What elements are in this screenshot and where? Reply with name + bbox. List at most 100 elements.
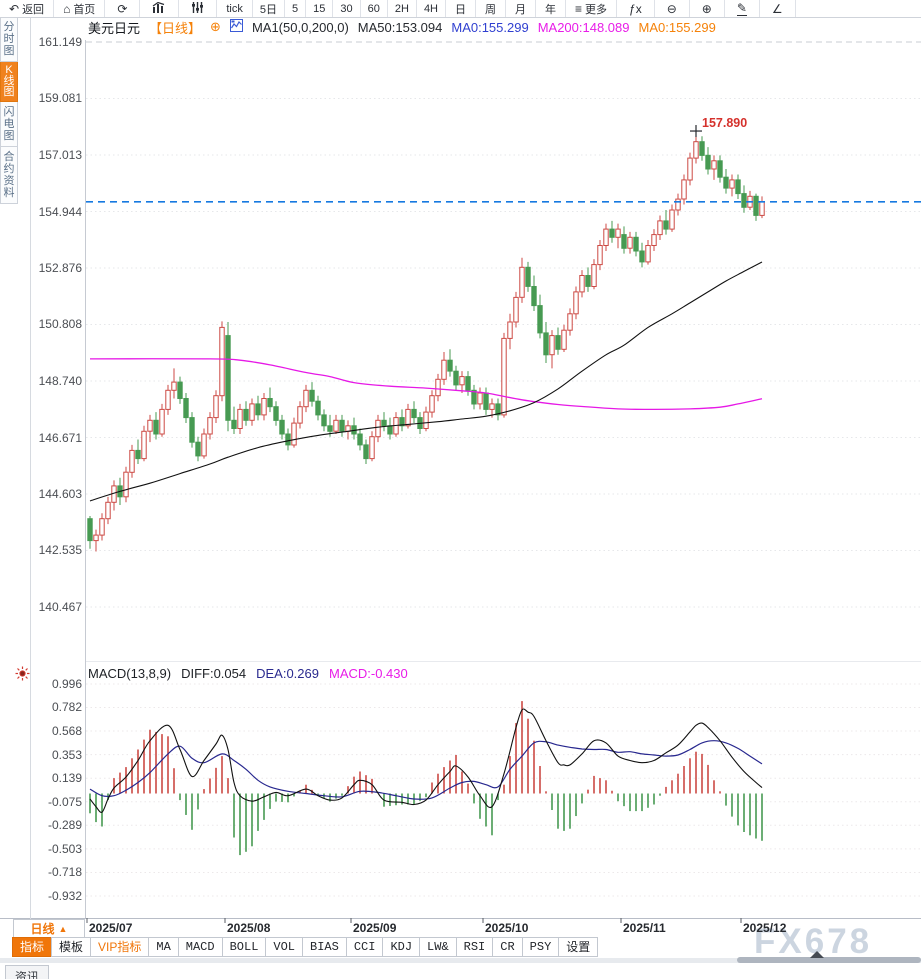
macd-diff-value: DIFF:0.054 bbox=[181, 666, 247, 681]
toolbar-angle-icon[interactable]: ∠ bbox=[760, 0, 796, 17]
macd-axis-label: -0.075 bbox=[47, 794, 82, 809]
candle-body bbox=[333, 419, 339, 432]
candle-body bbox=[543, 332, 549, 356]
toolbar-pencil-icon[interactable]: ✎ bbox=[725, 0, 760, 17]
toolbar-fx-icon[interactable]: ƒx bbox=[617, 0, 655, 17]
period-selector-button[interactable]: 日线 ▲ bbox=[13, 919, 85, 938]
toolbar-back-arrow-icon[interactable]: ↶ 返回 bbox=[0, 0, 55, 17]
candle-body bbox=[555, 335, 561, 350]
candle-body bbox=[609, 228, 615, 238]
toolbar-refresh-icon[interactable]: ⟳ bbox=[105, 0, 141, 17]
toolbar-30-button[interactable]: 30 bbox=[333, 0, 361, 17]
zoom-out-icon: ⊖ bbox=[666, 1, 677, 16]
ma50-value: MA50:153.094 bbox=[357, 19, 443, 35]
toolbar-5-button[interactable]: 5 bbox=[285, 0, 307, 17]
indicator-tab-CCI[interactable]: CCI bbox=[345, 937, 384, 957]
toolbar-日-button[interactable]: 日 bbox=[446, 0, 476, 17]
sidebar-tab-闪电图[interactable]: 闪电图 bbox=[0, 102, 18, 147]
toolbar-zoom-in-icon[interactable]: ⊕ bbox=[690, 0, 725, 17]
indicator-tab-RSI[interactable]: RSI bbox=[455, 937, 494, 957]
toolbar-menu-icon[interactable]: ≡ 更多 bbox=[566, 0, 618, 17]
candle-body bbox=[465, 376, 471, 391]
toolbar-年-button[interactable]: 年 bbox=[536, 0, 566, 17]
indicator-tab-VOL[interactable]: VOL bbox=[265, 937, 304, 957]
candle-body bbox=[675, 198, 681, 211]
candle-body bbox=[339, 419, 345, 432]
zoom-in-icon: ⊕ bbox=[701, 1, 712, 16]
candle-body bbox=[93, 534, 99, 542]
candle-body bbox=[411, 408, 417, 419]
indicator-tab-指标[interactable]: 指标 bbox=[12, 937, 53, 957]
ma50-line bbox=[89, 261, 763, 502]
candle-body bbox=[531, 286, 537, 307]
candle-body bbox=[399, 417, 405, 427]
indicator-tab-BOLL[interactable]: BOLL bbox=[221, 937, 267, 957]
add-compare-icon[interactable]: ⊕ bbox=[210, 19, 221, 34]
sidebar-tab-合约资料[interactable]: 合约资料 bbox=[0, 147, 18, 204]
toolbar-sliders-icon[interactable] bbox=[179, 0, 218, 17]
toolbar-bar-chart-icon[interactable] bbox=[140, 0, 180, 17]
candle-body bbox=[447, 359, 453, 372]
macd-axis-label: 0.139 bbox=[51, 771, 82, 786]
toolbar-4H-button[interactable]: 4H bbox=[417, 0, 446, 17]
candle-body bbox=[141, 430, 147, 460]
toolbar-周-button[interactable]: 周 bbox=[476, 0, 506, 17]
x-axis-month-label: 2025/10 bbox=[485, 921, 529, 935]
candle-body bbox=[285, 433, 291, 446]
candle-body bbox=[345, 425, 351, 432]
candle-body bbox=[219, 326, 225, 397]
candle-body bbox=[663, 220, 669, 230]
candle-body bbox=[237, 408, 243, 429]
candle-body bbox=[735, 179, 741, 195]
indicator-tab-bar: 指标 模板 VIP指标 MA MACD BOLL VOL BIAS CCI KDJ LW& RSI CR… bbox=[12, 937, 599, 957]
candle-body bbox=[591, 264, 597, 288]
candle-body bbox=[123, 471, 129, 498]
indicator-tab-LW&[interactable]: LW& bbox=[419, 937, 457, 957]
indicator-tab-KDJ[interactable]: KDJ bbox=[382, 937, 421, 957]
price-axis-label: 152.876 bbox=[38, 261, 82, 275]
mini-chart-icon[interactable] bbox=[229, 19, 243, 35]
ma200-value: MA200:148.089 bbox=[537, 19, 630, 35]
period-selector-label: 日线 bbox=[30, 922, 55, 936]
sidebar-tab-分时图[interactable]: 分时图 bbox=[0, 17, 18, 62]
candle-body bbox=[693, 141, 699, 159]
indicator-tab-设置[interactable]: 设置 bbox=[558, 937, 599, 957]
toolbar-home-icon[interactable]: ⌂ 首页 bbox=[54, 0, 106, 17]
candle-body bbox=[573, 291, 579, 315]
toolbar-5日-button[interactable]: 5日 bbox=[253, 0, 285, 17]
indicator-tab-MACD[interactable]: MACD bbox=[177, 937, 223, 957]
toolbar-zoom-out-icon[interactable]: ⊖ bbox=[655, 0, 690, 17]
dea-line bbox=[89, 740, 763, 800]
indicator-tab-PSY[interactable]: PSY bbox=[521, 937, 560, 957]
candle-body bbox=[729, 179, 735, 189]
period-label: 【日线】 bbox=[149, 20, 202, 36]
macd-axis-label: 0.782 bbox=[51, 700, 82, 715]
indicator-tab-CR[interactable]: CR bbox=[492, 937, 523, 957]
candle-body bbox=[291, 422, 297, 446]
toolbar-15-button[interactable]: 15 bbox=[306, 0, 334, 17]
toolbar-tick-button[interactable]: tick bbox=[217, 0, 253, 17]
candle-body bbox=[615, 228, 621, 238]
indicator-tab-MA[interactable]: MA bbox=[148, 937, 179, 957]
ma-params: MA1(50,0,200,0) bbox=[251, 19, 349, 35]
settings-sun-icon[interactable] bbox=[15, 666, 30, 686]
candle-body bbox=[249, 403, 255, 421]
toolbar-60-button[interactable]: 60 bbox=[361, 0, 388, 17]
candle-body bbox=[639, 250, 645, 263]
news-tab[interactable]: 资讯 bbox=[5, 965, 50, 979]
bottom-divider-band bbox=[0, 958, 921, 963]
toolbar-月-button[interactable]: 月 bbox=[506, 0, 536, 17]
candle-body bbox=[105, 501, 111, 520]
horizontal-scrollbar[interactable] bbox=[737, 957, 921, 963]
price-axis-label: 154.944 bbox=[38, 204, 82, 219]
indicator-tab-VIP指标[interactable]: VIP指标 bbox=[90, 937, 150, 957]
indicator-tab-BIAS[interactable]: BIAS bbox=[302, 937, 347, 957]
scrollbar-handle-icon[interactable] bbox=[810, 951, 824, 958]
toolbar-2H-button[interactable]: 2H bbox=[388, 0, 417, 17]
indicator-tab-模板[interactable]: 模板 bbox=[51, 937, 92, 957]
candle-body bbox=[621, 234, 627, 249]
ma200-line bbox=[89, 358, 763, 411]
